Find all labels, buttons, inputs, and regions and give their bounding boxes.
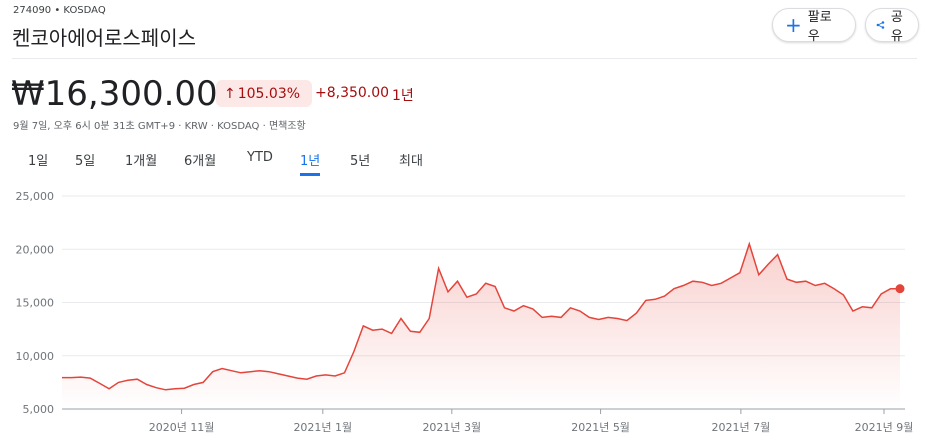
share-icon (876, 21, 885, 29)
x-tick-label: 2021년 3월 (422, 421, 481, 434)
x-tick-label: 2021년 5월 (571, 421, 630, 434)
x-tick-label: 2021년 7월 (712, 421, 771, 434)
x-tick-label: 2021년 1월 (293, 421, 352, 434)
y-tick-label: 5,000 (23, 403, 55, 416)
price-line (62, 241, 900, 391)
follow-button[interactable]: + 팔로우 (772, 8, 856, 44)
change-period: 1년 (392, 88, 414, 104)
area (62, 243, 900, 409)
range-tab[interactable]: 6개월 (184, 154, 217, 169)
range-tab[interactable]: 5일 (75, 154, 96, 169)
divider (12, 58, 917, 59)
y-tick-label: 10,000 (16, 350, 55, 363)
range-tab[interactable]: 5년 (350, 154, 371, 169)
range-tab[interactable]: YTD (247, 150, 273, 165)
y-tick-label: 15,000 (16, 297, 55, 310)
change-pct: 105.03% (237, 85, 301, 102)
x-tick-label: 2020년 11월 (149, 421, 215, 434)
last-point (895, 284, 905, 294)
share-button[interactable]: 공유 (865, 8, 919, 44)
range-tab[interactable]: 1년 (300, 150, 321, 176)
ticker: 274090 • KOSDAQ (13, 5, 106, 16)
meta: 9월 7일, 오후 6시 0분 31초 GMT+9 · KRW · KOSDAQ… (13, 121, 306, 132)
range-tab[interactable]: 1일 (28, 154, 49, 169)
change-pill: ↑ 105.03% (216, 80, 312, 107)
change-abs: +8,350.00 (315, 85, 390, 101)
range-tab[interactable]: 최대 (399, 154, 423, 169)
stock-name: 켄코아에어로스페이스 (12, 26, 196, 50)
follow-label: 팔로우 (807, 10, 832, 44)
y-tick-label: 20,000 (16, 243, 55, 256)
range-tab[interactable]: 1개월 (125, 154, 158, 169)
share-label: 공유 (890, 10, 903, 44)
price: ₩16,300.00 (11, 74, 218, 114)
y-tick-label: 25,000 (16, 190, 55, 203)
x-tick-label: 2021년 9월 (855, 421, 914, 434)
